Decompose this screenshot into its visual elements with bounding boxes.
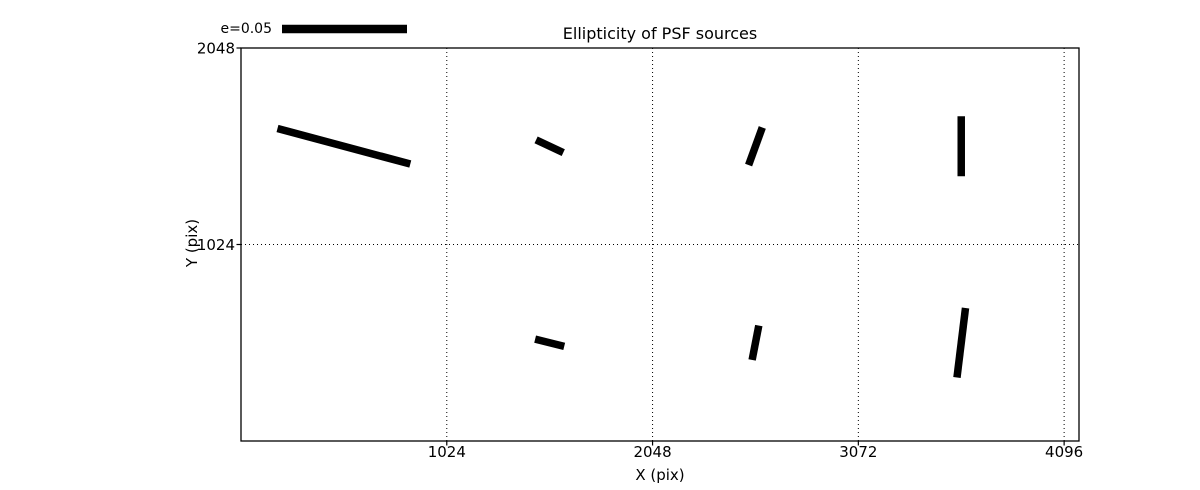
x-tick-label: 3072 [839, 443, 877, 461]
y-tick-label: 2048 [197, 40, 235, 58]
gridlines [241, 47, 1079, 441]
psf-ellipticity-whisker [745, 126, 766, 167]
psf-ellipticity-whisker [748, 324, 763, 361]
x-axis-label: X (pix) [635, 466, 684, 484]
psf-ellipticity-whisker [276, 124, 412, 168]
tick-marks [236, 47, 1065, 446]
y-tick-label: 1024 [197, 236, 235, 254]
plot-border-group [240, 47, 1080, 442]
y-axis-label: Y (pix) [183, 219, 201, 268]
plot-border [240, 47, 1080, 442]
tick-labels: 1024 2048 3072 4096 1024 2048 [197, 40, 1083, 462]
x-tick-label: 2048 [633, 443, 671, 461]
psf-ellipticity-whisker [953, 307, 970, 378]
x-tick-label: 4096 [1045, 443, 1083, 461]
psf-ellipticity-whisker [534, 136, 565, 156]
x-tick-label: 1024 [428, 443, 466, 461]
chart-title: Ellipticity of PSF sources [563, 24, 757, 43]
psf-ellipticity-whisker [534, 335, 566, 351]
legend-key-label: e=0.05 [220, 21, 272, 37]
psf-whiskers [276, 116, 970, 378]
